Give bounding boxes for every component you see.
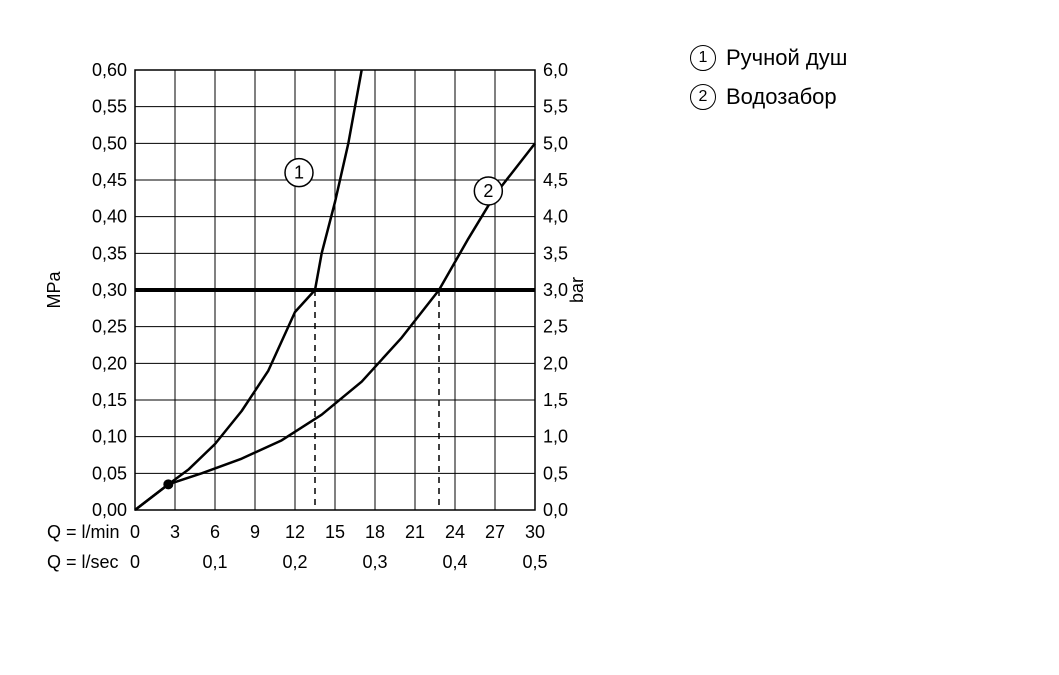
legend: 1 Ручной душ 2 Водозабор xyxy=(690,40,847,118)
svg-text:0: 0 xyxy=(130,522,140,542)
svg-text:3,0: 3,0 xyxy=(543,280,568,300)
svg-text:15: 15 xyxy=(325,522,345,542)
svg-text:21: 21 xyxy=(405,522,425,542)
legend-marker-2: 2 xyxy=(690,84,716,110)
svg-text:0,5: 0,5 xyxy=(522,552,547,572)
svg-text:0,10: 0,10 xyxy=(92,427,127,447)
svg-text:0,50: 0,50 xyxy=(92,133,127,153)
svg-text:9: 9 xyxy=(250,522,260,542)
legend-marker-1: 1 xyxy=(690,45,716,71)
svg-text:0,45: 0,45 xyxy=(92,170,127,190)
svg-text:6: 6 xyxy=(210,522,220,542)
svg-text:0,00: 0,00 xyxy=(92,500,127,520)
svg-text:0,4: 0,4 xyxy=(442,552,467,572)
svg-text:3,5: 3,5 xyxy=(543,243,568,263)
legend-item-2: 2 Водозабор xyxy=(690,79,847,114)
svg-text:MPa: MPa xyxy=(44,271,64,309)
svg-text:0,1: 0,1 xyxy=(202,552,227,572)
svg-text:2,0: 2,0 xyxy=(543,353,568,373)
svg-text:0,25: 0,25 xyxy=(92,317,127,337)
svg-text:0,30: 0,30 xyxy=(92,280,127,300)
svg-text:1: 1 xyxy=(294,163,304,183)
svg-text:3: 3 xyxy=(170,522,180,542)
svg-text:5,0: 5,0 xyxy=(543,133,568,153)
svg-text:Q = l/sec: Q = l/sec xyxy=(47,552,119,572)
flow-pressure-chart: 120,000,050,100,150,200,250,300,350,400,… xyxy=(40,30,600,630)
svg-text:27: 27 xyxy=(485,522,505,542)
svg-text:1,0: 1,0 xyxy=(543,427,568,447)
svg-text:0,55: 0,55 xyxy=(92,97,127,117)
svg-text:18: 18 xyxy=(365,522,385,542)
svg-text:0,5: 0,5 xyxy=(543,463,568,483)
svg-text:0,35: 0,35 xyxy=(92,243,127,263)
svg-text:0,0: 0,0 xyxy=(543,500,568,520)
svg-text:2,5: 2,5 xyxy=(543,317,568,337)
svg-text:5,5: 5,5 xyxy=(543,97,568,117)
svg-text:4,5: 4,5 xyxy=(543,170,568,190)
svg-text:6,0: 6,0 xyxy=(543,60,568,80)
legend-item-1: 1 Ручной душ xyxy=(690,40,847,75)
legend-label-2: Водозабор xyxy=(726,79,837,114)
svg-text:0,40: 0,40 xyxy=(92,207,127,227)
svg-text:4,0: 4,0 xyxy=(543,207,568,227)
svg-text:bar: bar xyxy=(567,277,587,303)
svg-text:0: 0 xyxy=(130,552,140,572)
svg-text:0,15: 0,15 xyxy=(92,390,127,410)
svg-text:0,2: 0,2 xyxy=(282,552,307,572)
legend-label-1: Ручной душ xyxy=(726,40,847,75)
svg-text:24: 24 xyxy=(445,522,465,542)
svg-text:30: 30 xyxy=(525,522,545,542)
svg-text:Q = l/min: Q = l/min xyxy=(47,522,120,542)
svg-text:0,20: 0,20 xyxy=(92,353,127,373)
svg-text:0,60: 0,60 xyxy=(92,60,127,80)
svg-text:1,5: 1,5 xyxy=(543,390,568,410)
svg-text:0,3: 0,3 xyxy=(362,552,387,572)
svg-text:12: 12 xyxy=(285,522,305,542)
svg-text:2: 2 xyxy=(483,181,493,201)
svg-text:0,05: 0,05 xyxy=(92,463,127,483)
